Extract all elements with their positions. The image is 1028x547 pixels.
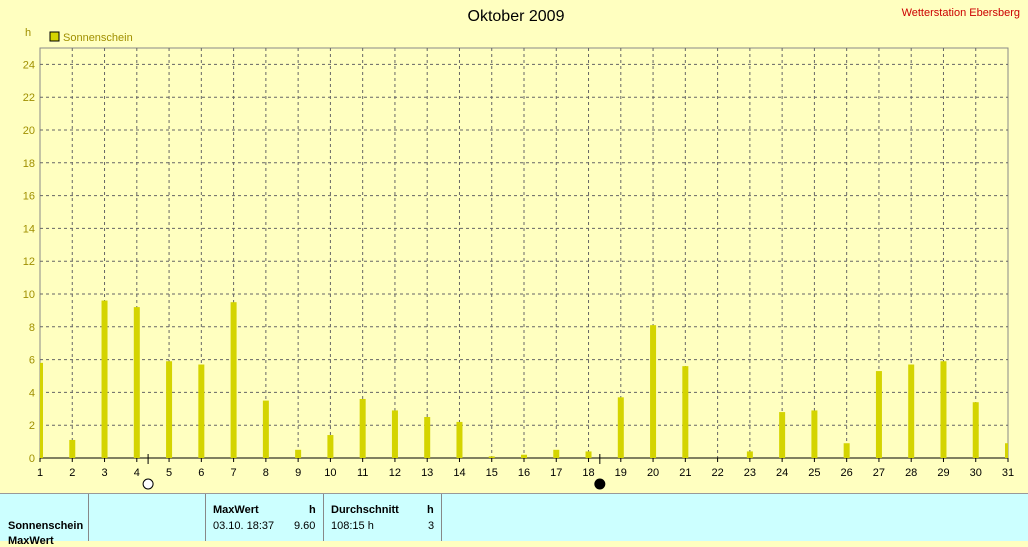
- y-tick-label: 18: [23, 158, 35, 170]
- bar-day-25: [811, 410, 818, 458]
- x-tick-label: 13: [421, 467, 433, 479]
- x-tick-label: 25: [808, 467, 820, 479]
- bar-day-8: [262, 400, 269, 458]
- bar-day-6: [198, 364, 205, 458]
- x-tick-label: 21: [679, 467, 691, 479]
- bar-day-20: [650, 325, 657, 458]
- station-name: Wetterstation Ebersberg: [902, 7, 1020, 19]
- bar-day-2: [69, 439, 76, 458]
- y-tick-label: 2: [29, 420, 35, 432]
- x-tick-label: 19: [615, 467, 627, 479]
- y-tick-label: 12: [23, 256, 35, 268]
- x-tick-label: 2: [69, 467, 75, 479]
- maxwert-header: MaxWert: [213, 504, 259, 516]
- bar-day-14: [456, 421, 463, 458]
- durchschnitt-header: Durchschnitt: [331, 504, 399, 516]
- y-tick-label: 0: [29, 453, 35, 465]
- bar-day-29: [940, 361, 947, 458]
- chart-title: Oktober 2009: [468, 8, 565, 25]
- bar-day-1: [40, 362, 43, 458]
- x-tick-label: 9: [295, 467, 301, 479]
- bar-day-18: [585, 451, 592, 458]
- x-tick-label: 28: [905, 467, 917, 479]
- stats-divider: [441, 494, 442, 541]
- x-tick-label: 22: [711, 467, 723, 479]
- x-tick-label: 5: [166, 467, 172, 479]
- y-tick-label: 8: [29, 322, 35, 334]
- x-tick-label: 3: [101, 467, 107, 479]
- x-tick-label: 1: [37, 467, 43, 479]
- maxwert-date: 03.10. 18:37: [213, 520, 275, 532]
- durchschnitt-unit-header: h: [427, 504, 434, 516]
- bar-day-5: [166, 361, 173, 458]
- durchschnitt-total: 108:15 h: [331, 520, 374, 532]
- y-tick-label: 24: [23, 59, 35, 71]
- x-tick-label: 14: [453, 467, 465, 479]
- y-tick-label: 22: [23, 92, 35, 104]
- bar-day-7: [230, 302, 237, 458]
- x-tick-label: 15: [486, 467, 498, 479]
- bar-day-9: [295, 449, 302, 458]
- stats-divider: [323, 494, 324, 541]
- y-tick-label: 6: [29, 355, 35, 367]
- legend-label: Sonnenschein: [63, 32, 133, 44]
- x-tick-label: 24: [776, 467, 788, 479]
- x-tick-label: 4: [134, 467, 140, 479]
- y-tick-label: 14: [23, 223, 35, 235]
- y-tick-label: 16: [23, 191, 35, 203]
- x-tick-label: 27: [873, 467, 885, 479]
- bar-day-26: [843, 443, 850, 458]
- x-tick-label: 17: [550, 467, 562, 479]
- bar-day-16: [521, 454, 527, 458]
- y-axis-label: h: [25, 27, 31, 39]
- stats-divider: [88, 494, 89, 541]
- new-moon-icon: [594, 478, 606, 490]
- stats-divider: [205, 494, 206, 541]
- bar-day-15: [488, 456, 495, 458]
- full-moon-icon: [142, 478, 154, 490]
- stats-row-label: Sonnenschein: [8, 520, 84, 532]
- stats-panel: MaxWert h Durchschnitt h Sonnenschein 03…: [0, 493, 1028, 547]
- bar-day-31: [1005, 443, 1008, 458]
- x-tick-label: 10: [324, 467, 336, 479]
- maxwert-value: 9.60: [294, 520, 316, 532]
- x-tick-label: 31: [1002, 467, 1014, 479]
- x-tick-label: 12: [389, 467, 401, 479]
- bar-day-27: [875, 371, 882, 458]
- legend-swatch: [49, 31, 60, 42]
- bar-day-17: [553, 449, 560, 458]
- x-tick-label: 8: [263, 467, 269, 479]
- bar-day-21: [682, 366, 689, 458]
- x-tick-label: 11: [357, 467, 368, 479]
- x-tick-label: 20: [647, 467, 659, 479]
- x-tick-label: 26: [841, 467, 853, 479]
- bar-day-10: [327, 435, 334, 458]
- bar-day-19: [617, 397, 624, 458]
- y-tick-label: 20: [23, 125, 35, 137]
- bar-day-11: [359, 398, 366, 458]
- stats-row-label-2: MaxWert: [8, 535, 54, 547]
- bar-day-23: [746, 451, 753, 458]
- bar-day-24: [779, 412, 786, 458]
- bar-day-30: [972, 402, 979, 458]
- x-tick-label: 16: [518, 467, 530, 479]
- x-tick-label: 23: [744, 467, 756, 479]
- x-tick-label: 30: [970, 467, 982, 479]
- bar-day-4: [133, 307, 140, 458]
- x-tick-label: 6: [198, 467, 204, 479]
- x-tick-label: 29: [937, 467, 949, 479]
- x-tick-label: 7: [231, 467, 237, 479]
- sunshine-chart: Oktober 2009 Wetterstation Ebersberg h S…: [23, 7, 1020, 490]
- durchschnitt-count: 3: [428, 520, 435, 532]
- y-tick-label: 10: [23, 289, 35, 301]
- x-tick-label: 18: [582, 467, 594, 479]
- y-tick-label: 4: [29, 387, 35, 399]
- bar-day-13: [424, 417, 431, 458]
- bar-day-28: [908, 364, 915, 458]
- bar-day-12: [391, 410, 398, 458]
- maxwert-unit-header: h: [309, 504, 316, 516]
- bar-day-3: [101, 300, 108, 458]
